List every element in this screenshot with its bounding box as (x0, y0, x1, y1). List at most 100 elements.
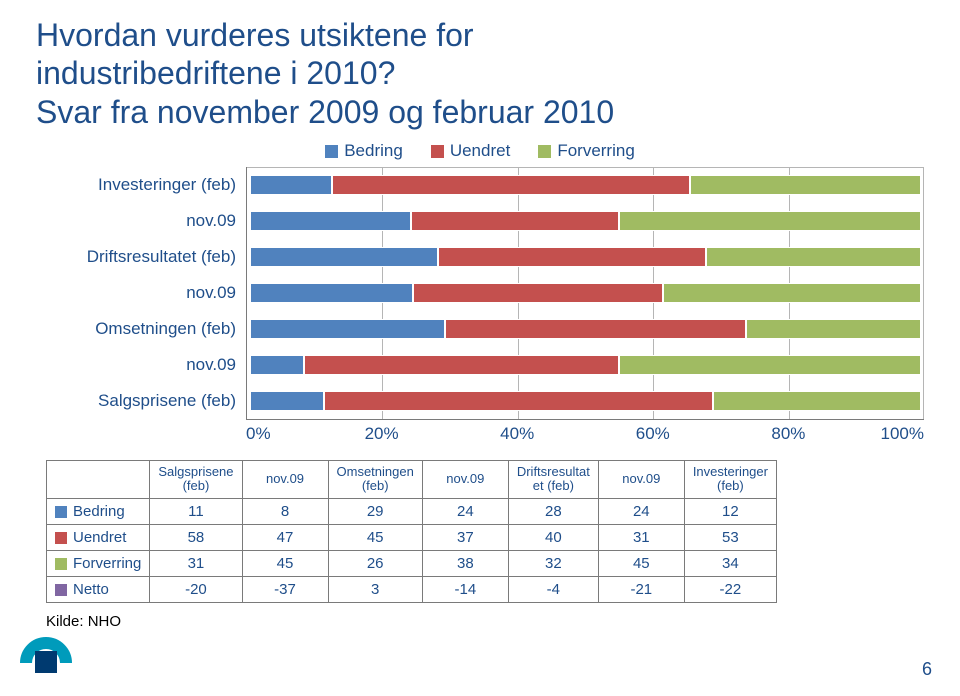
table-cell: 26 (328, 550, 422, 576)
table-cell: -37 (242, 576, 328, 602)
table-header: nov.09 (598, 461, 684, 499)
y-label: nov.09 (36, 203, 246, 239)
bar-segment-uendret (324, 391, 713, 411)
table-cell: 31 (598, 524, 684, 550)
bar-segment-forverring (706, 247, 920, 267)
table-cell: 37 (422, 524, 508, 550)
bar-segment-forverring (619, 355, 921, 375)
table-row: Netto-20-373-14-4-21-22 (47, 576, 777, 602)
y-label: Omsetningen (feb) (36, 311, 246, 347)
table-header: Investeringer (feb) (684, 461, 776, 499)
table-cell: 28 (508, 498, 598, 524)
y-axis-labels: Investeringer (feb)nov.09Driftsresultate… (36, 167, 246, 420)
x-tick: 20% (314, 424, 450, 444)
page-number: 6 (922, 659, 932, 680)
bar-segment-bedring (250, 355, 304, 375)
table-cell: 45 (598, 550, 684, 576)
bar-row (247, 203, 924, 239)
page-title: Hvordan vurderes utsiktene for industrib… (36, 16, 924, 131)
legend-uendret: Uendret (431, 141, 510, 161)
table-header: nov.09 (242, 461, 328, 499)
bar-row (247, 383, 924, 419)
table-row: Forverring31452638324534 (47, 550, 777, 576)
table-cell: -22 (684, 576, 776, 602)
table-header: Omsetningen (feb) (328, 461, 422, 499)
bar-segment-uendret (304, 355, 619, 375)
bar-segment-forverring (713, 391, 921, 411)
table-cell: 24 (598, 498, 684, 524)
data-table: Salgsprisene (feb)nov.09Omsetningen (feb… (46, 460, 924, 603)
table-cell: 58 (150, 524, 242, 550)
table-cell: 38 (422, 550, 508, 576)
table-cell: -20 (150, 576, 242, 602)
y-label: nov.09 (36, 347, 246, 383)
bar-segment-forverring (746, 319, 920, 339)
table-cell: 45 (328, 524, 422, 550)
title-line-3: Svar fra november 2009 og februar 2010 (36, 93, 924, 131)
bar-row (247, 167, 924, 203)
table-cell: 32 (508, 550, 598, 576)
table-cell: 11 (150, 498, 242, 524)
bar-segment-bedring (250, 175, 331, 195)
bar-row (247, 239, 924, 275)
legend-bedring: Bedring (325, 141, 403, 161)
table-cell: 8 (242, 498, 328, 524)
legend-label-uendret: Uendret (450, 141, 510, 161)
plot-area (246, 167, 924, 420)
table-cell: 45 (242, 550, 328, 576)
y-label: Salgsprisene (feb) (36, 383, 246, 419)
bar-row (247, 311, 924, 347)
table-cell: 24 (422, 498, 508, 524)
table-row: Uendret58474537403153 (47, 524, 777, 550)
bar-row (247, 347, 924, 383)
table-row: Bedring1182924282412 (47, 498, 777, 524)
table-cell: 34 (684, 550, 776, 576)
bar-segment-uendret (332, 175, 691, 195)
table-cell: -21 (598, 576, 684, 602)
table-cell: 31 (150, 550, 242, 576)
bar-segment-forverring (690, 175, 920, 195)
bar-segment-bedring (250, 211, 411, 231)
legend-forverring: Forverring (538, 141, 634, 161)
x-axis: 0%20%40%60%80%100% (246, 420, 924, 444)
chart: Investeringer (feb)nov.09Driftsresultate… (36, 167, 924, 420)
y-label: nov.09 (36, 275, 246, 311)
table-header: nov.09 (422, 461, 508, 499)
table-header (47, 461, 150, 499)
swatch-forverring (538, 145, 551, 158)
table-cell: 12 (684, 498, 776, 524)
x-tick: 100% (856, 424, 924, 444)
bar-row (247, 275, 924, 311)
source-label: Kilde: NHO (46, 613, 924, 630)
bar-segment-bedring (250, 391, 324, 411)
table-cell: -14 (422, 576, 508, 602)
bar-segment-bedring (250, 319, 444, 339)
x-tick: 40% (449, 424, 585, 444)
y-label: Investeringer (feb) (36, 167, 246, 203)
table-header: Driftsresultat et (feb) (508, 461, 598, 499)
table-cell: 3 (328, 576, 422, 602)
bar-segment-bedring (250, 247, 438, 267)
bar-segment-uendret (411, 211, 619, 231)
x-tick: 60% (585, 424, 721, 444)
x-tick: 80% (721, 424, 857, 444)
legend-label-bedring: Bedring (344, 141, 403, 161)
swatch-bedring (325, 145, 338, 158)
swatch-uendret (431, 145, 444, 158)
bar-segment-forverring (663, 283, 920, 303)
y-label: Driftsresultatet (feb) (36, 239, 246, 275)
bar-segment-uendret (445, 319, 747, 339)
title-line-1: Hvordan vurderes utsiktene for (36, 16, 924, 54)
table-cell: -4 (508, 576, 598, 602)
nho-logo (18, 623, 78, 684)
legend-label-forverring: Forverring (557, 141, 634, 161)
table-cell: 53 (684, 524, 776, 550)
title-line-2: industribedriftene i 2010? (36, 54, 924, 92)
bar-segment-bedring (250, 283, 412, 303)
table-cell: 40 (508, 524, 598, 550)
bar-segment-forverring (619, 211, 921, 231)
table-cell: 29 (328, 498, 422, 524)
legend: Bedring Uendret Forverring (36, 141, 924, 161)
bar-segment-uendret (438, 247, 706, 267)
bars-container (247, 167, 924, 419)
